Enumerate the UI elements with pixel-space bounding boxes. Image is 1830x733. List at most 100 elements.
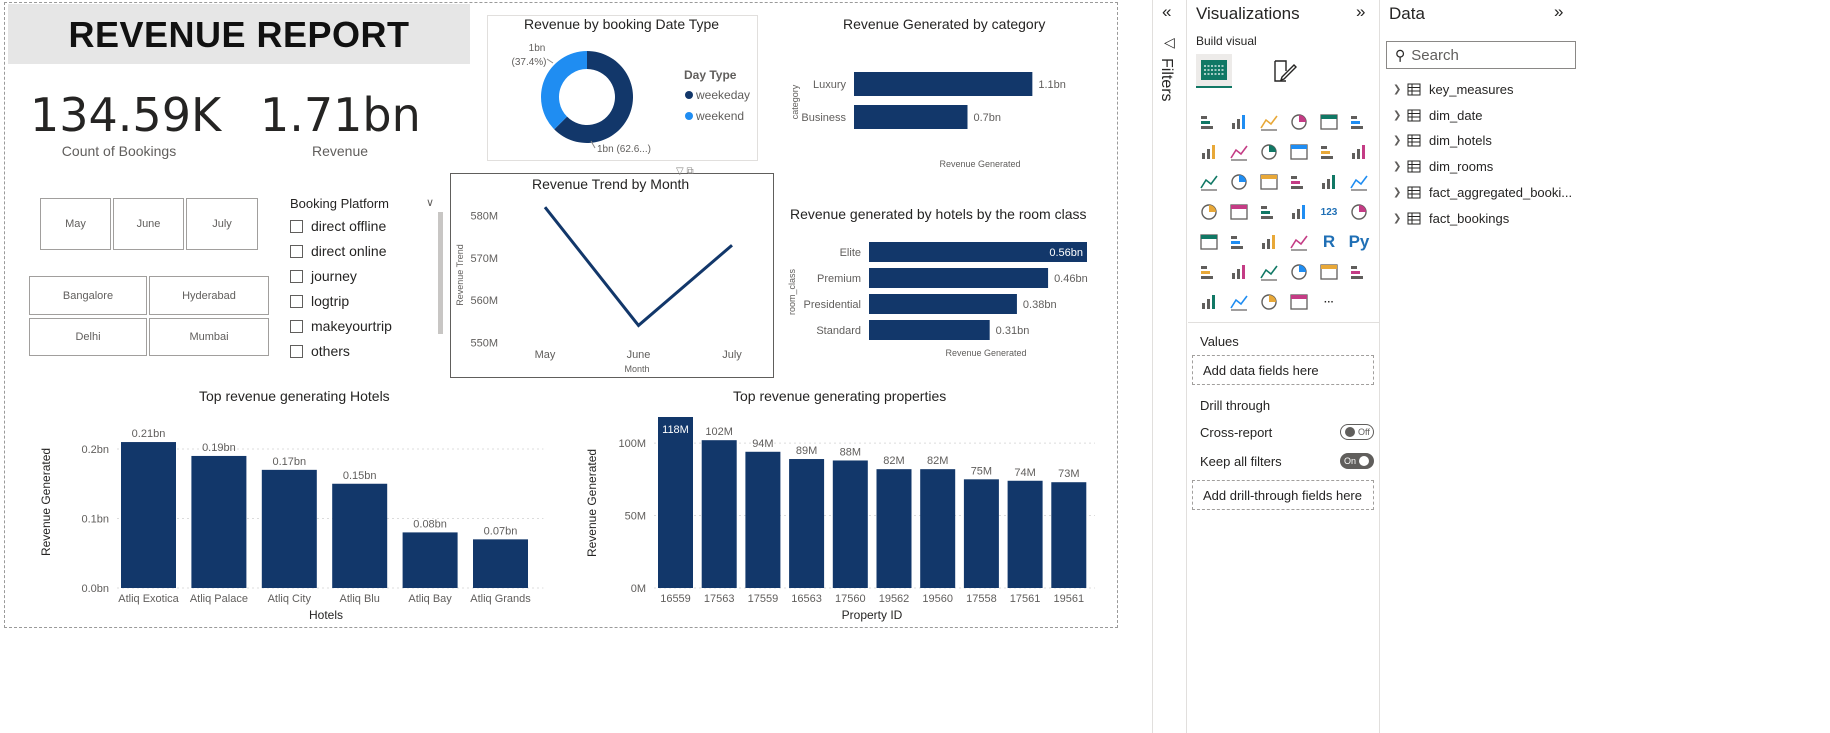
- values-field-well[interactable]: Add data fields here: [1192, 355, 1374, 385]
- table-icon[interactable]: [1257, 230, 1281, 254]
- kpi-icon[interactable]: [1197, 230, 1221, 254]
- city-slicer-hyderabad[interactable]: Hyderabad: [149, 276, 269, 315]
- expand-double-chevron-icon[interactable]: »: [1356, 2, 1366, 21]
- stacked-bar-icon[interactable]: [1197, 110, 1221, 134]
- keep-filters-toggle[interactable]: On: [1340, 453, 1374, 469]
- checkbox[interactable]: [290, 219, 303, 233]
- platform-option[interactable]: others: [290, 343, 350, 359]
- platform-option[interactable]: logtrip: [290, 293, 349, 309]
- drill-through-field-well[interactable]: Add drill-through fields here: [1192, 480, 1374, 510]
- donut-chart[interactable]: 1bn (62.6...) 1bn (37.4%) Day Type weekeday w…: [487, 15, 759, 162]
- waterfall-icon[interactable]: [1197, 170, 1221, 194]
- expand-chevron-icon[interactable]: ❯: [1393, 84, 1402, 95]
- focus-mode-icon[interactable]: ▽ ⧉: [676, 166, 694, 177]
- cross-report-toggle[interactable]: Off: [1340, 424, 1374, 440]
- month-slicer-july[interactable]: July: [186, 198, 258, 250]
- chevron-visual-icon[interactable]: [1287, 290, 1311, 314]
- format-visual-tab-icon[interactable]: [1266, 54, 1302, 88]
- room-class-bar-chart[interactable]: Elite 0.56bn Premium 0.46bn Presidential 0.38…: [784, 232, 1110, 364]
- expand-chevron-icon[interactable]: ❯: [1393, 109, 1402, 121]
- glyph-part: [1202, 303, 1205, 309]
- expand-double-chevron-icon[interactable]: »: [1554, 2, 1564, 21]
- 100-column-icon[interactable]: [1347, 110, 1371, 134]
- revenue-trend-line-chart[interactable]: 550M 560M 570M 580M May June July Month Revenue …: [450, 195, 774, 377]
- month-slicer-june[interactable]: June: [113, 198, 184, 250]
- donut-chart-icon[interactable]: [1317, 170, 1341, 194]
- collapse-double-chevron-icon[interactable]: «: [1162, 2, 1172, 21]
- map-icon[interactable]: [1197, 200, 1221, 224]
- platform-option[interactable]: direct offline: [290, 218, 386, 234]
- build-visual-tab-icon[interactable]: [1196, 54, 1232, 88]
- smart-narrative-icon[interactable]: [1287, 260, 1311, 284]
- category-bar-chart[interactable]: Luxury 1.1bn Business 0.7bn category Revenue …: [786, 40, 1106, 175]
- platform-option[interactable]: makeyourtrip: [290, 318, 392, 334]
- kpi-card-bookings[interactable]: 134.59K Count of Bookings: [30, 88, 222, 159]
- scatter-icon[interactable]: [1257, 170, 1281, 194]
- data-table-item[interactable]: ❯ fact_bookings: [1393, 211, 1509, 226]
- line-stacked-column-icon[interactable]: [1317, 140, 1341, 164]
- top-hotels-bar-chart[interactable]: 0.0bn 0.1bn 0.2bn Atliq Exotica 0.21bn Atliq …: [36, 412, 546, 624]
- power-apps-icon[interactable]: [1197, 290, 1221, 314]
- expand-chevron-icon[interactable]: ❯: [1393, 135, 1402, 147]
- report-title-box[interactable]: REVENUE REPORT: [8, 4, 470, 64]
- data-table-item[interactable]: ❯ dim_rooms: [1393, 159, 1493, 174]
- data-table-item[interactable]: ❯ dim_date: [1393, 108, 1482, 123]
- clustered-column-icon[interactable]: [1227, 110, 1251, 134]
- power-automate-icon[interactable]: [1227, 290, 1251, 314]
- filters-pane-label[interactable]: Filters: [1158, 58, 1175, 102]
- chevron-down-icon[interactable]: ∨: [426, 197, 435, 209]
- platform-option[interactable]: direct online: [290, 243, 387, 259]
- platform-option[interactable]: journey: [290, 268, 357, 284]
- expand-chevron-icon[interactable]: ❯: [1393, 186, 1402, 198]
- city-slicer-bangalore[interactable]: Bangalore: [29, 276, 147, 315]
- checkbox[interactable]: [290, 344, 303, 358]
- pie-chart-icon[interactable]: [1287, 170, 1311, 194]
- clustered-bar-icon[interactable]: [1257, 110, 1281, 134]
- stacked-column-icon[interactable]: [1287, 110, 1311, 134]
- kpi-card-revenue[interactable]: 1.71bn Revenue: [260, 88, 421, 159]
- filled-map-icon[interactable]: [1227, 200, 1251, 224]
- area-chart-icon[interactable]: [1227, 140, 1251, 164]
- expand-chevron-icon[interactable]: ❯: [1393, 212, 1402, 224]
- slicer-icon[interactable]: [1227, 230, 1251, 254]
- data-table-item[interactable]: ❯ dim_hotels: [1393, 133, 1492, 148]
- treemap-icon[interactable]: [1347, 170, 1371, 194]
- kpi-value: 134.59K: [30, 88, 222, 142]
- donut-data-label: 1bn (62.6...): [597, 144, 651, 155]
- checkbox[interactable]: [290, 294, 303, 308]
- checkbox[interactable]: [290, 269, 303, 283]
- data-table-item[interactable]: ❯ fact_aggregated_booki...: [1393, 185, 1572, 200]
- decomposition-tree-icon[interactable]: [1227, 260, 1251, 284]
- visualizations-pane: Visualizations » Build visual 123 R Py ··· …: [1188, 0, 1380, 733]
- r-visual-icon[interactable]: R: [1317, 230, 1341, 254]
- top-properties-bar-chart[interactable]: 0M 50M 100M 16559 118M 17563 102M 17559 94M 16563…: [582, 408, 1102, 624]
- 100-bar-icon[interactable]: [1317, 110, 1341, 134]
- azure-map-icon[interactable]: [1257, 200, 1281, 224]
- expand-chevron-icon[interactable]: ❯: [1393, 161, 1402, 173]
- python-visual-icon[interactable]: Py: [1347, 230, 1371, 254]
- qa-icon[interactable]: [1257, 260, 1281, 284]
- line-chart-icon[interactable]: [1197, 140, 1221, 164]
- city-slicer-delhi[interactable]: Delhi: [29, 318, 147, 356]
- data-table-item[interactable]: ❯ key_measures: [1393, 82, 1514, 97]
- line-column-icon[interactable]: [1287, 140, 1311, 164]
- card-icon[interactable]: 123: [1317, 200, 1341, 224]
- filter-funnel-icon[interactable]: ◁: [1164, 34, 1175, 50]
- checkbox[interactable]: [290, 244, 303, 258]
- more-visuals-icon[interactable]: ···: [1317, 290, 1341, 314]
- checkbox[interactable]: [290, 319, 303, 333]
- diamond-visual-icon[interactable]: [1257, 290, 1281, 314]
- matrix-icon[interactable]: [1287, 230, 1311, 254]
- gauge-icon[interactable]: [1287, 200, 1311, 224]
- month-slicer-may[interactable]: May: [40, 198, 111, 250]
- data-search-input[interactable]: ⚲ Search: [1386, 41, 1576, 69]
- city-slicer-mumbai[interactable]: Mumbai: [149, 318, 269, 356]
- key-influencers-icon[interactable]: [1197, 260, 1221, 284]
- stacked-area-icon[interactable]: [1257, 140, 1281, 164]
- ribbon-chart-icon[interactable]: [1347, 140, 1371, 164]
- platform-slicer-scrollbar[interactable]: [438, 212, 443, 334]
- paginated-report-icon[interactable]: [1347, 260, 1371, 284]
- goals-icon[interactable]: [1317, 260, 1341, 284]
- funnel-icon[interactable]: [1227, 170, 1251, 194]
- multi-row-card-icon[interactable]: [1347, 200, 1371, 224]
